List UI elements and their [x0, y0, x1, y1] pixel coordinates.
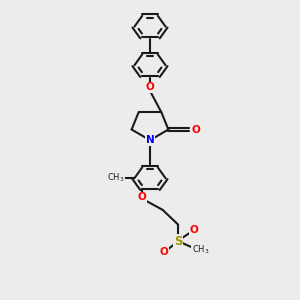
- Text: O: O: [190, 225, 198, 235]
- Text: N: N: [146, 135, 154, 145]
- Text: O: O: [191, 124, 200, 134]
- Text: O: O: [146, 82, 154, 92]
- Text: O: O: [138, 192, 147, 203]
- Text: CH$_3$: CH$_3$: [192, 244, 209, 256]
- Text: O: O: [160, 248, 169, 257]
- Text: CH$_3$: CH$_3$: [107, 172, 124, 184]
- Text: S: S: [174, 235, 182, 248]
